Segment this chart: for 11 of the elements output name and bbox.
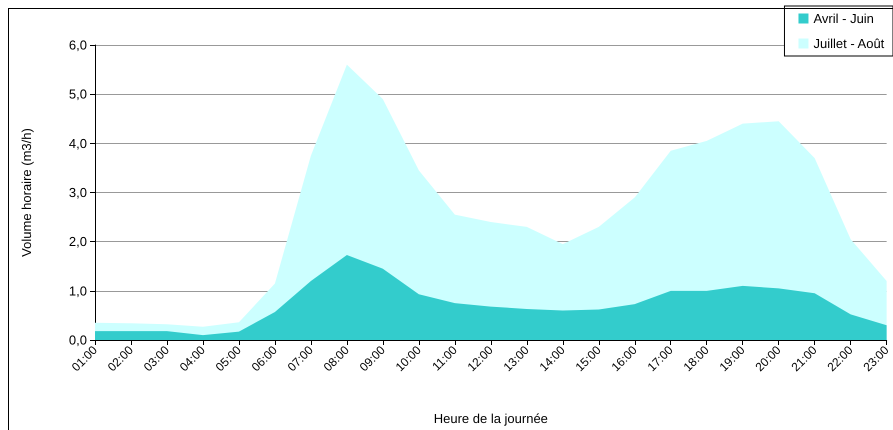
y-tick-label: 1,0 [68,283,87,298]
y-tick-label: 5,0 [68,86,87,102]
y-tick-label: 4,0 [68,136,87,151]
legend-label: Avril - Juin [813,11,874,26]
y-tick-label: 2,0 [68,234,87,250]
x-axis-title: Heure de la journée [434,411,548,426]
y-axis-title: Volume horaire (m3/h) [19,128,34,257]
y-tick-label: 0,0 [68,332,87,348]
legend-label: Juillet - Août [813,36,885,51]
y-tick-label: 3,0 [68,185,87,200]
y-tick-label: 6,0 [68,38,87,52]
